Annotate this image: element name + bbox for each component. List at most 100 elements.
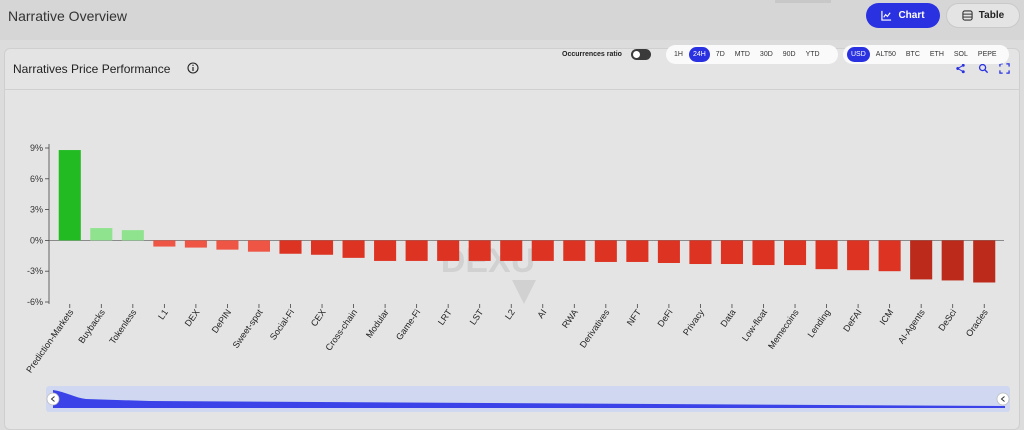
bar-cross-chain[interactable] (342, 240, 365, 258)
zoom-handle-left[interactable] (46, 392, 60, 406)
bar-defi[interactable] (657, 240, 680, 263)
chart-view-label: Chart (898, 10, 925, 21)
x-tick-label: AI (535, 307, 548, 320)
bar-depin[interactable] (216, 240, 239, 250)
table-view-label: Table (978, 10, 1005, 21)
bar-lst[interactable] (468, 240, 491, 261)
x-tick-label: DePIN (210, 307, 233, 334)
search-icon[interactable] (978, 63, 989, 74)
x-tick-label: DEX (183, 307, 202, 328)
bar-lending[interactable] (815, 240, 838, 270)
currency-selector: USD ALT50 BTC ETH SOL PEPE (843, 45, 1009, 64)
page-title: Narrative Overview (8, 8, 128, 24)
share-icon[interactable] (955, 63, 966, 74)
x-tick-label: RWA (560, 307, 580, 330)
currency-option-sol[interactable]: SOL (953, 51, 968, 58)
bar-l2[interactable] (500, 240, 523, 261)
bar-modular[interactable] (374, 240, 397, 261)
time-range-option-ytd[interactable]: YTD (805, 51, 820, 58)
bar-icm[interactable] (878, 240, 901, 272)
bar-rwa[interactable] (563, 240, 586, 261)
time-range-option-mtd[interactable]: MTD (734, 51, 750, 58)
time-range-option-1h[interactable]: 1H (674, 51, 683, 58)
y-tick-label: 0% (30, 235, 43, 245)
x-tick-label: Tokenless (107, 307, 138, 346)
x-tick-label: Modular (364, 307, 391, 339)
top-divider (775, 0, 831, 3)
bar-ai-agents[interactable] (910, 240, 933, 280)
bar-nft[interactable] (626, 240, 649, 262)
x-tick-label: Low-float (740, 307, 769, 343)
occurrences-ratio-toggle[interactable] (631, 49, 651, 60)
zoom-preview-area (53, 390, 1005, 408)
y-tick-label: -3% (27, 266, 43, 276)
bar-chart-icon (881, 10, 892, 21)
x-tick-label: Social-Fi (268, 307, 296, 341)
card-title: Narratives Price Performance (13, 62, 171, 76)
y-tick-label: 3% (30, 205, 43, 215)
bars (49, 150, 1004, 283)
currency-option-pepe[interactable]: PEPE (977, 51, 997, 58)
x-tick-label: Prediction-Markets (24, 307, 76, 375)
zoom-handle-right[interactable] (996, 392, 1010, 406)
top-bar: Narrative Overview Chart Table (0, 0, 1024, 40)
currency-option-usd[interactable]: USD (847, 47, 870, 62)
time-range-option-90d[interactable]: 90D (782, 51, 796, 58)
bar-data[interactable] (720, 240, 744, 265)
bar-buybacks[interactable] (90, 228, 113, 241)
x-tick-label: Lending (806, 307, 833, 339)
zoom-track (46, 386, 1010, 412)
y-axis: 9% 6% 3% 0% -3% -6% (27, 143, 50, 307)
bar-lrt[interactable] (437, 240, 460, 261)
currency-option-alt50[interactable]: ALT50 (875, 51, 896, 58)
narratives-performance-card: Narratives Price Performance (4, 48, 1020, 430)
bar-derivatives[interactable] (594, 240, 617, 262)
bar-oracles[interactable] (973, 240, 996, 283)
info-icon[interactable] (187, 62, 199, 74)
bar-desci[interactable] (941, 240, 964, 281)
x-tick-label: L2 (503, 307, 517, 321)
bar-privacy[interactable] (689, 240, 712, 265)
x-tick-label: Data (719, 307, 738, 328)
bar-low-float[interactable] (752, 240, 775, 266)
x-tick-label: Sweet-spot (231, 307, 265, 350)
bar-sweet-spot[interactable] (247, 240, 271, 252)
y-tick-label: -6% (27, 297, 43, 307)
x-tick-label: LRT (436, 307, 454, 327)
x-tick-label: Privacy (681, 307, 706, 337)
x-tick-label: Oracles (964, 307, 990, 339)
x-tick-label: Memecoins (766, 307, 801, 351)
x-tick-label: DeFi (655, 307, 674, 328)
bar-tokenless[interactable] (121, 230, 144, 241)
x-tick-label: DeFAI (841, 307, 864, 333)
time-range-option-24h[interactable]: 24H (688, 47, 710, 62)
x-tick-label: ICM (878, 307, 896, 326)
bar-memecoins[interactable] (783, 240, 807, 266)
x-axis-labels: Prediction-Markets Buybacks Tokenless L1 DEX… (24, 304, 990, 375)
bar-cex[interactable] (310, 240, 334, 255)
currency-option-eth[interactable]: ETH (929, 51, 944, 58)
x-tick-label: L1 (156, 307, 170, 321)
bar-dex[interactable] (184, 240, 207, 248)
y-tick-label: 9% (30, 143, 43, 153)
occurrences-ratio-label: Occurrences ratio (562, 51, 622, 58)
bar-ai[interactable] (531, 240, 554, 261)
x-tick-label: CEX (309, 307, 328, 328)
bar-game-fi[interactable] (405, 240, 428, 261)
currency-option-btc[interactable]: BTC (905, 51, 920, 58)
bar-social-fi[interactable] (279, 240, 302, 254)
time-range-option-7d[interactable]: 7D (715, 51, 725, 58)
bar-prediction-markets[interactable] (58, 150, 81, 241)
time-range-selector: 1H 24H 7D MTD 30D 90D YTD (666, 45, 838, 64)
bar-l1[interactable] (153, 240, 176, 247)
chart-view-button[interactable]: Chart (866, 3, 940, 28)
bar-defai[interactable] (847, 240, 870, 271)
table-view-button[interactable]: Table (946, 3, 1020, 28)
toggle-knob (633, 51, 640, 58)
x-tick-label: Game-Fi (394, 307, 422, 341)
x-tick-label: DeSci (936, 307, 958, 332)
x-tick-label: Derivatives (578, 307, 612, 350)
zoom-slider[interactable] (46, 386, 1010, 412)
time-range-option-30d[interactable]: 30D (759, 51, 773, 58)
x-tick-label: LST (468, 307, 486, 327)
